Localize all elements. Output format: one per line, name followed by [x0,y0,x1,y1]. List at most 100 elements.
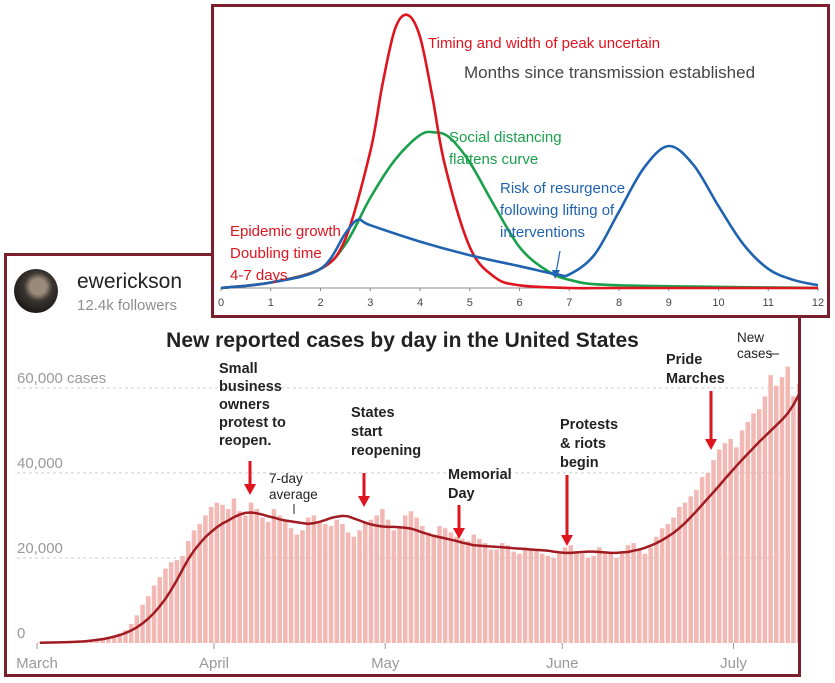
daily-cases-bar [442,528,448,643]
daily-cases-bar [186,540,191,643]
arrow-pride-marches-head [705,439,717,450]
x-tick-label: 5 [467,297,473,309]
red-peak-curve [220,13,818,290]
arrow-small-business-head [244,484,256,495]
daily-cases-bar [522,547,528,643]
daily-cases-bar [614,557,619,643]
daily-cases-bar [694,489,699,643]
daily-cases-bar [751,413,756,643]
daily-cases-bar [500,543,505,643]
daily-cases-bar [134,615,140,643]
resurgence-pointer-head [552,270,560,279]
arrow-states-reopening-head [358,496,370,507]
daily-cases-bar [534,549,539,643]
daily-cases-bar [762,396,768,643]
daily-cases-bar [106,636,111,643]
label-resurgence: Risk of resurgence following lifting of in… [500,180,625,241]
cases-chart: 0 20,000 40,000 60,000 cases March April May Ju… [16,330,798,672]
daily-cases-bar [745,421,751,643]
daily-cases-bar [208,506,214,643]
daily-cases-bar [351,536,357,643]
daily-cases-bar [591,555,596,643]
daily-cases-bar [283,519,288,643]
daily-cases-bar [243,515,248,643]
daily-cases-bar [226,509,231,643]
daily-cases-bar [237,511,242,643]
daily-cases-bar [505,545,511,643]
daily-cases-bar [260,517,265,643]
daily-cases-bar [37,642,43,643]
daily-cases-bar [631,543,636,643]
daily-cases-bar [557,553,562,643]
label-months-since: Months since transmission established [464,63,755,82]
x-tick-label: 11 [763,297,774,309]
x-tick-label: 9 [666,297,672,309]
daily-cases-bar [431,534,437,643]
daily-cases-bar [368,519,374,643]
y-tick-label: 20,000 [17,540,63,557]
daily-cases-bar [705,472,711,643]
daily-cases-bar [756,409,762,643]
username[interactable]: ewerickson [77,270,183,293]
daily-cases-bar [174,560,180,643]
x-tick-label: 4 [417,297,423,309]
x-tick-label: 10 [712,297,724,309]
daily-cases-bar [625,545,631,643]
daily-cases-bar [374,515,379,643]
daily-cases-bar [414,517,419,643]
seven-day-average-line [39,393,798,644]
x-tick-label: 3 [367,297,373,309]
daily-cases-bar [716,449,722,643]
x-tick-label: 8 [616,297,622,309]
daily-cases-bar [688,496,693,643]
daily-cases-bar [494,549,499,643]
x-tick-label: April [199,655,229,672]
daily-cases-bar [265,521,271,643]
daily-cases-bar [448,532,454,643]
daily-cases-bar [574,551,579,643]
daily-cases-bar [551,557,556,643]
daily-cases-bar [397,526,402,643]
daily-cases-bar [425,532,431,643]
daily-cases-bar [294,534,300,643]
y-tick-label: 40,000 [17,455,63,472]
x-tick-label: 0 [218,297,224,309]
daily-cases-bar [317,521,322,643]
x-tick-label: June [546,655,579,672]
daily-cases-bar [300,530,305,643]
daily-cases-bar [214,502,220,643]
avatar[interactable] [14,269,58,313]
daily-cases-bar [791,396,796,643]
daily-cases-bar [408,511,414,643]
daily-cases-bar [568,545,574,643]
daily-cases-bar [345,532,351,643]
daily-cases-bar [619,553,625,643]
daily-cases-bar [460,538,465,643]
cases-chart-panel: ewerickson 12.4k followers New reported … [4,253,801,677]
daily-cases-bar [288,528,294,643]
daily-cases-bar [163,568,168,643]
annotation-states-reopening: States start reopening [351,405,421,459]
x-tick-label: 2 [317,297,323,309]
x-tick-label: May [371,655,400,672]
daily-cases-bar [363,521,368,643]
daily-cases-bar [248,502,254,643]
daily-cases-bar [699,477,705,643]
daily-cases-bar [254,509,260,643]
annotation-small-business: Small business owners protest to reopen. [219,361,286,449]
daily-cases-bar [682,502,688,643]
epidemic-curve-panel: 0 1 2 3 4 5 6 7 8 9 10 11 12 Timing and width of peak… [211,4,830,318]
daily-cases-bar [117,633,123,643]
x-tick-label: March [16,655,58,672]
annotation-protests: Protests & riots begin [560,417,618,471]
daily-cases-bar [311,515,317,643]
daily-cases-bar [471,534,476,643]
daily-cases-bar [231,498,237,643]
daily-cases-bar [722,443,728,643]
daily-cases-bar [642,553,648,643]
daily-cases-bar [305,517,311,643]
daily-cases-bar [774,385,779,643]
daily-cases-bar [477,538,482,643]
daily-cases-bar [465,540,471,643]
daily-cases-bar [585,557,591,643]
